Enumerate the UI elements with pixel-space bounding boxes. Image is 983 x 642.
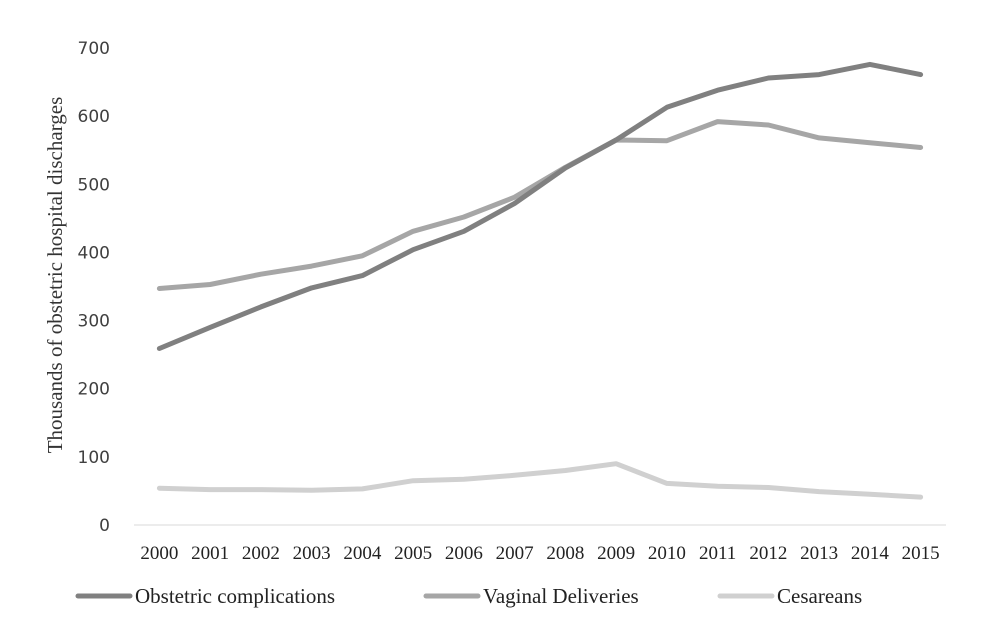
- x-tick-label: 2014: [851, 543, 890, 564]
- x-tick-label: 2010: [648, 543, 686, 564]
- x-tick-label: 2000: [140, 543, 178, 564]
- x-tick-label: 2001: [191, 543, 229, 564]
- y-tick-label: 600: [78, 107, 110, 127]
- x-tick-label: 2004: [343, 543, 382, 564]
- legend-label: Vaginal Deliveries: [483, 584, 639, 608]
- x-tick-label: 2005: [394, 543, 432, 564]
- x-tick-label: 2002: [242, 543, 280, 564]
- series-line-0: [156, 61, 924, 351]
- y-axis-title: Thousands of obstetric hospital discharg…: [43, 97, 67, 454]
- x-tick-label: 2006: [445, 543, 483, 564]
- x-tick-label: 2011: [699, 543, 736, 564]
- legend: Obstetric complications Vaginal Deliverie…: [75, 584, 862, 608]
- series-line-2: [156, 461, 924, 500]
- series-line-1: [156, 119, 924, 291]
- x-tick-labels: 2000 2001 2002 2003 2004 2005 2006 2007 2008 2009…: [140, 543, 939, 564]
- x-tick-label: 2012: [749, 543, 787, 564]
- x-tick-label: 2007: [496, 543, 534, 564]
- y-tick-labels: 0 100 200 300 400 500 600 700: [78, 39, 110, 536]
- y-tick-label: 300: [78, 312, 110, 332]
- x-tick-label: 2003: [293, 543, 331, 564]
- x-tick-label: 2015: [902, 543, 940, 564]
- y-tick-label: 700: [78, 39, 110, 59]
- legend-label: Obstetric complications: [135, 584, 335, 608]
- x-tick-label: 2013: [800, 543, 838, 564]
- x-tick-label: 2009: [597, 543, 635, 564]
- y-tick-label: 0: [99, 516, 110, 536]
- y-tick-label: 200: [78, 380, 110, 400]
- y-tick-label: 400: [78, 243, 110, 263]
- x-tick-label: 2008: [546, 543, 584, 564]
- y-tick-label: 100: [78, 448, 110, 468]
- series-lines: [156, 61, 924, 500]
- legend-label: Cesareans: [777, 584, 862, 608]
- y-tick-label: 500: [78, 175, 110, 195]
